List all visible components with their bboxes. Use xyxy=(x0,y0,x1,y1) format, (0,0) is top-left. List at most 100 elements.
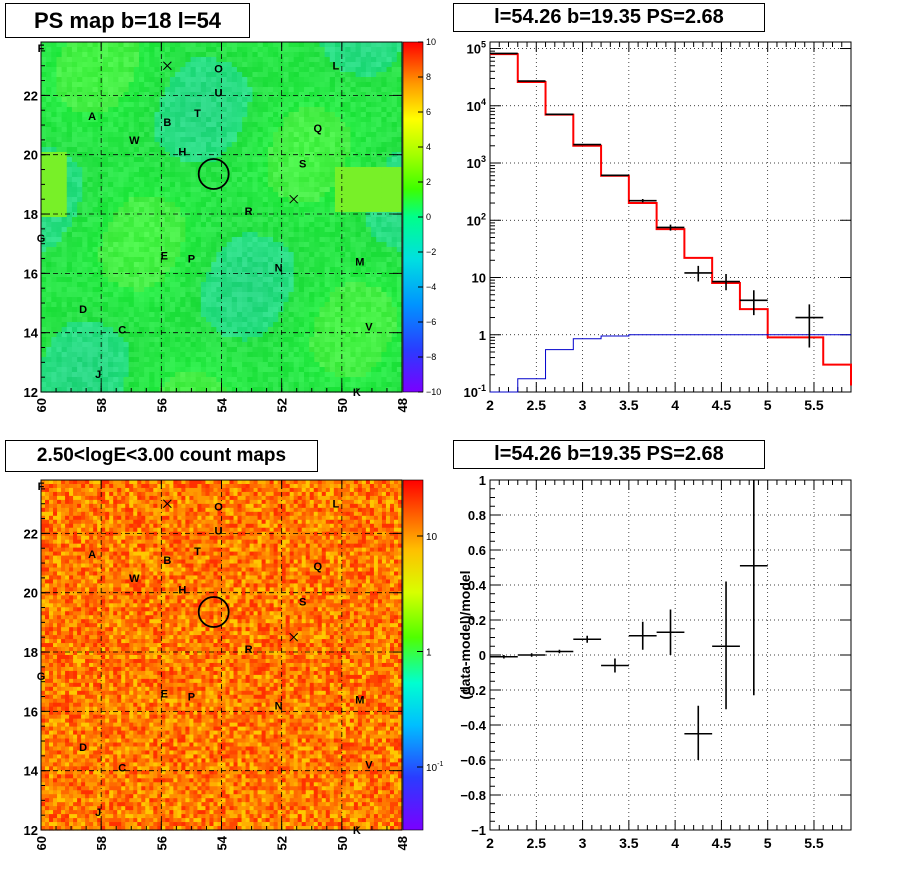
residual-point xyxy=(684,705,713,760)
colorbar-tick-label: −10 xyxy=(426,387,441,397)
source-label: W xyxy=(129,573,140,585)
x-tick-label: 56 xyxy=(154,836,169,850)
y-tick-label: 16 xyxy=(24,266,38,281)
cross-marker xyxy=(162,499,172,509)
residual-point xyxy=(517,653,546,657)
x-tick-label: 3.5 xyxy=(619,397,639,413)
y-tick-label: 0.8 xyxy=(468,508,486,523)
model-background-histogram xyxy=(490,334,851,393)
data-point xyxy=(601,174,629,177)
y-tick-label: 18 xyxy=(24,207,38,222)
x-tick-label: 50 xyxy=(335,836,350,850)
x-tick-label: 50 xyxy=(335,398,350,412)
x-tick-label: 4 xyxy=(671,835,679,851)
source-label: O xyxy=(214,64,223,76)
heatmap-pixels xyxy=(41,480,403,831)
map-grid xyxy=(41,480,402,830)
colorbar xyxy=(402,479,424,831)
x-tick-label: 2.5 xyxy=(527,397,547,413)
source-label: C xyxy=(118,325,126,337)
y-tick-label: −0.8 xyxy=(460,788,486,803)
x-tick-label: 5.5 xyxy=(804,397,824,413)
source-label: T xyxy=(194,546,201,558)
count-map-title: 2.50<logE<3.00 count maps xyxy=(5,440,318,472)
source-label: B xyxy=(163,555,171,567)
source-label: F xyxy=(38,481,45,493)
source-label: U xyxy=(215,87,223,99)
y-tick-label: 18 xyxy=(24,645,38,660)
source-label: A xyxy=(88,549,96,561)
x-tick-label: 60 xyxy=(34,398,49,412)
model-total-histogram xyxy=(490,53,852,386)
x-tick-label: 2 xyxy=(486,397,494,413)
data-point xyxy=(545,113,574,116)
source-label: P xyxy=(188,254,195,266)
residual-point xyxy=(712,581,740,710)
source-label: J xyxy=(95,807,101,819)
x-tick-label: 54 xyxy=(215,397,230,412)
residual-point xyxy=(628,621,657,650)
x-tick-label: 60 xyxy=(34,836,49,850)
source-label: D xyxy=(79,742,87,754)
source-label: G xyxy=(37,233,46,245)
y-tick-label: 16 xyxy=(24,704,38,719)
x-tick-label: 5 xyxy=(764,835,772,851)
x-tick-label: 58 xyxy=(94,836,109,850)
data-point xyxy=(684,265,713,282)
source-label: M xyxy=(355,694,364,706)
source-label: W xyxy=(129,135,140,147)
colorbar-tick-label: 4 xyxy=(426,142,431,152)
residual-point xyxy=(739,480,768,696)
colorbar-tick-label: 10-1 xyxy=(426,761,443,774)
source-label: K xyxy=(353,387,361,399)
y-tick-label: 105 xyxy=(467,40,486,57)
colorbar-tick-label: 6 xyxy=(426,107,431,117)
y-tick-label: 14 xyxy=(24,764,39,779)
x-tick-label: 4.5 xyxy=(712,397,732,413)
y-tick-label: 0.4 xyxy=(468,578,487,593)
x-tick-label: 3.5 xyxy=(619,835,639,851)
y-tick-label: −0.6 xyxy=(460,753,486,768)
source-label: H xyxy=(178,585,186,597)
source-label: F xyxy=(38,43,45,55)
y-tick-label: 10-1 xyxy=(464,383,486,400)
source-label: N xyxy=(275,262,283,274)
source-circle xyxy=(197,158,230,190)
source-label: C xyxy=(118,763,126,775)
source-label: S xyxy=(299,159,306,171)
source-label: E xyxy=(161,251,168,263)
x-tick-label: 5 xyxy=(764,397,772,413)
source-label: L xyxy=(332,499,339,511)
data-point xyxy=(656,224,685,231)
cross-marker xyxy=(289,194,299,204)
colorbar-tick-label: −8 xyxy=(426,352,436,362)
x-tick-label: 3 xyxy=(579,835,587,851)
x-tick-label: 54 xyxy=(215,835,230,850)
colorbar-tick-label: 10 xyxy=(426,532,438,543)
heatmap-pixels xyxy=(41,42,403,393)
x-tick-label: 4 xyxy=(671,397,679,413)
data-point xyxy=(517,80,546,82)
source-label: K xyxy=(353,825,361,837)
source-label: R xyxy=(245,644,253,656)
residual-panel: 2 2.5 3 3.5 4 4.5 5 5.5 −1 −0.8 −0.6 −0.4 −0.2 0 0.2 0.… xyxy=(457,473,852,851)
y-tick-label: 12 xyxy=(24,823,38,838)
source-label: V xyxy=(365,322,373,334)
x-tick-label: 52 xyxy=(275,836,290,850)
y-tick-label: 1 xyxy=(479,328,486,343)
y-tick-label: 10 xyxy=(472,271,486,286)
y-tick-label: −0.2 xyxy=(460,683,486,698)
y-tick-label: 103 xyxy=(467,154,486,171)
data-point xyxy=(573,143,602,146)
source-label: R xyxy=(245,206,253,218)
y-tick-label: 20 xyxy=(24,586,38,601)
cross-marker xyxy=(289,632,299,642)
data-point xyxy=(490,52,518,55)
residual-point xyxy=(601,658,629,673)
source-label: H xyxy=(178,147,186,159)
x-tick-label: 4.5 xyxy=(712,835,732,851)
source-label: L xyxy=(332,61,339,73)
residual-point xyxy=(656,609,685,655)
y-tick-label: 104 xyxy=(467,97,486,114)
